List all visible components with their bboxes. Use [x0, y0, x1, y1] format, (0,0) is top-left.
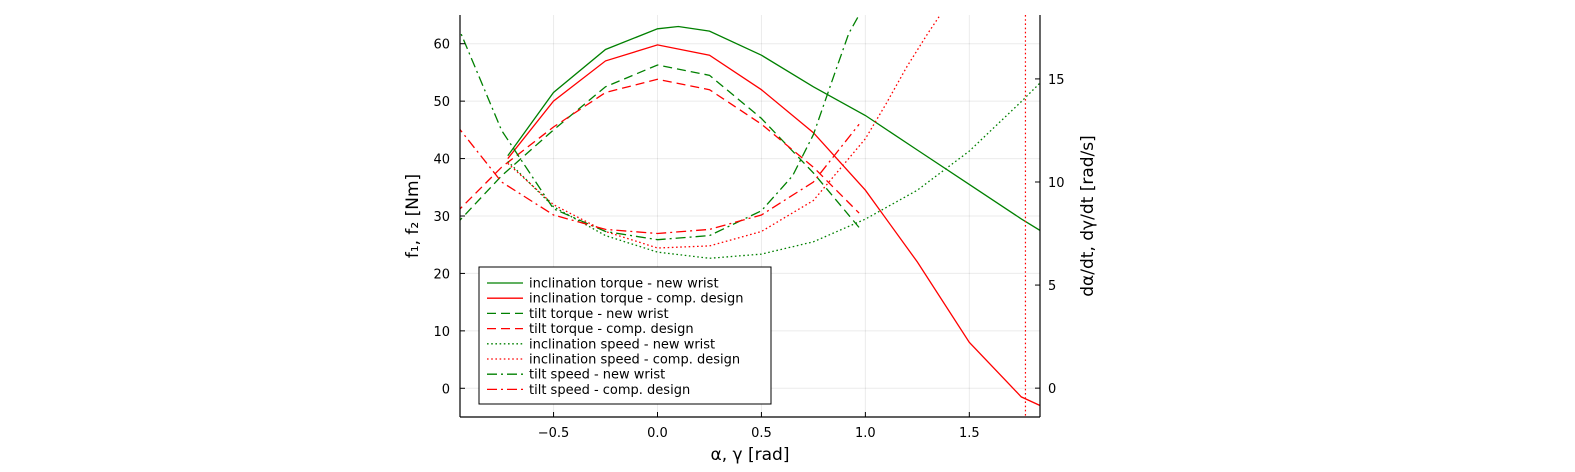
series-layer	[460, 15, 1040, 417]
x-tick-label: −0.5	[538, 426, 570, 441]
x-tick-label: 1.0	[855, 426, 876, 441]
series-line-1	[507, 25, 1040, 231]
series-line-7	[460, 15, 860, 241]
legend-entry: inclination speed - comp. design	[529, 353, 740, 368]
legend-entry: tilt torque - new wrist	[529, 307, 669, 322]
series-line-3	[460, 64, 860, 228]
y-right-tick-label: 5	[1048, 279, 1056, 294]
y-left-tick-label: 30	[433, 210, 450, 225]
series-line-5	[507, 82, 1040, 259]
legend-box	[478, 266, 772, 405]
legend-entry: inclination torque - comp. design	[529, 292, 743, 307]
x-axis-label: α, γ [rad]	[711, 445, 790, 465]
y-left-tick-label: 10	[433, 325, 450, 340]
series-line-2	[507, 44, 1040, 407]
x-tick-label: 0.5	[751, 426, 772, 441]
legend-entry: tilt speed - new wrist	[529, 368, 665, 383]
y-right-tick-label: 15	[1048, 73, 1065, 88]
axes: −0.5 0.0 0.5 1.0 1.5 0 10 20 30 40 50 60 0 5 10 15	[433, 15, 1065, 441]
y-right-tick-label: 0	[1048, 382, 1056, 397]
x-tick-label: 0.0	[647, 426, 668, 441]
legend-entry: tilt torque - comp. design	[529, 322, 694, 337]
y-left-tick-label: 50	[433, 95, 450, 110]
x-tick-label: 1.5	[959, 426, 980, 441]
y-left-tick-label: 0	[442, 382, 450, 397]
legend: inclination torque - new wristinclinatio…	[478, 266, 772, 405]
y-left-tick-label: 40	[433, 153, 450, 168]
series-line-8	[460, 123, 860, 235]
legend-entry: tilt speed - comp. design	[529, 383, 690, 398]
y-right-tick-label: 10	[1048, 176, 1065, 191]
legend-entry: inclination torque - new wrist	[529, 277, 719, 292]
y-left-tick-label: 20	[433, 267, 450, 282]
y-axis-left-label: f₁, f₂ [Nm]	[403, 174, 423, 258]
legend-entry: inclination speed - new wrist	[529, 337, 715, 352]
y-left-tick-label: 60	[433, 38, 450, 53]
series-line-4	[460, 78, 860, 214]
y-axis-right-label: dα/dt, dγ/dt [rad/s]	[1078, 135, 1098, 296]
